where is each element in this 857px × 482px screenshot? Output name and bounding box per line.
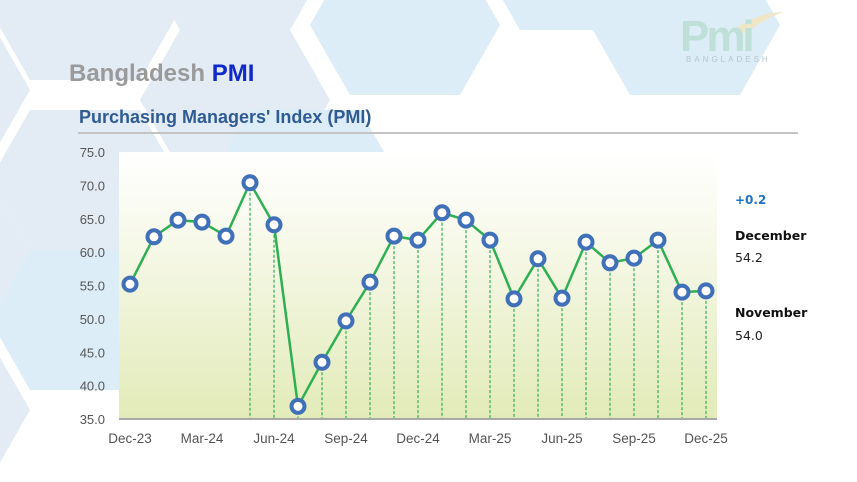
brand-title-suffix: PMI xyxy=(211,60,255,87)
data-point-marker xyxy=(553,289,571,307)
y-tick-label: 40.0 xyxy=(80,379,105,394)
y-tick-label: 50.0 xyxy=(80,312,105,327)
x-tick-label: Mar-24 xyxy=(181,431,224,446)
previous-month-label: November xyxy=(735,305,808,320)
y-tick-label: 75.0 xyxy=(80,145,105,160)
brand-title-prefix: Bangladesh xyxy=(69,60,206,87)
y-tick-label: 55.0 xyxy=(80,279,105,294)
x-tick-label: Dec-24 xyxy=(396,431,440,446)
data-point-marker xyxy=(697,282,715,300)
logo-tagline: BANGLADESH xyxy=(686,55,771,64)
data-point-marker xyxy=(529,250,547,268)
y-tick-label: 70.0 xyxy=(80,178,105,193)
x-tick-label: Sep-24 xyxy=(324,431,368,446)
data-point-marker xyxy=(121,275,139,293)
x-tick-label: Sep-25 xyxy=(612,431,656,446)
data-point-marker xyxy=(217,227,235,245)
data-point-marker xyxy=(361,273,379,291)
x-axis-tick-labels: Dec-23 Mar-24 Jun-24 Sep-24 Dec-24 Mar-25 Jun-… xyxy=(108,431,728,446)
y-axis-tick-labels: 35.0 40.0 45.0 50.0 55.0 60.0 65.0 70.0 75.0 xyxy=(80,145,105,427)
y-tick-label: 45.0 xyxy=(80,345,105,360)
data-point-marker xyxy=(289,397,307,415)
data-point-marker xyxy=(577,233,595,251)
data-point-marker xyxy=(409,231,427,249)
data-point-marker xyxy=(193,213,211,231)
header-divider xyxy=(78,132,798,134)
current-month-value: 54.2 xyxy=(735,250,763,265)
logo-swoosh-icon xyxy=(736,12,784,34)
data-point-marker xyxy=(337,312,355,330)
data-point-marker xyxy=(169,211,187,229)
data-point-marker xyxy=(433,204,451,222)
current-month-label: December xyxy=(735,228,807,243)
data-point-markers xyxy=(121,174,715,415)
y-tick-label: 65.0 xyxy=(80,212,105,227)
data-point-marker xyxy=(385,227,403,245)
logo-mark: Pmi xyxy=(680,12,755,61)
chart-title: Purchasing Managers' Index (PMI) xyxy=(79,107,372,127)
brand-title: Bangladesh PMI xyxy=(69,60,254,88)
data-point-marker xyxy=(649,231,667,249)
y-tick-label: 60.0 xyxy=(80,245,105,260)
data-point-marker xyxy=(265,216,283,234)
data-point-marker xyxy=(505,290,523,308)
y-tick-label: 35.0 xyxy=(80,412,105,427)
data-point-marker xyxy=(481,231,499,249)
x-tick-label: Jun-25 xyxy=(541,431,582,446)
data-point-marker xyxy=(625,249,643,267)
data-point-marker xyxy=(673,283,691,301)
data-point-marker xyxy=(145,228,163,246)
data-point-marker xyxy=(241,174,259,192)
pmi-bangladesh-logo: Pmi BANGLADESH xyxy=(680,8,790,68)
change-value: +0.2 xyxy=(735,193,767,207)
x-tick-label: Jun-24 xyxy=(253,431,295,446)
data-point-marker xyxy=(601,254,619,272)
data-point-marker xyxy=(457,211,475,229)
x-tick-label: Dec-23 xyxy=(108,431,152,446)
x-tick-label: Dec-25 xyxy=(684,431,728,446)
x-tick-label: Mar-25 xyxy=(469,431,512,446)
data-point-marker xyxy=(313,353,331,371)
previous-month-value: 54.0 xyxy=(735,328,763,343)
drop-lines xyxy=(249,182,707,419)
